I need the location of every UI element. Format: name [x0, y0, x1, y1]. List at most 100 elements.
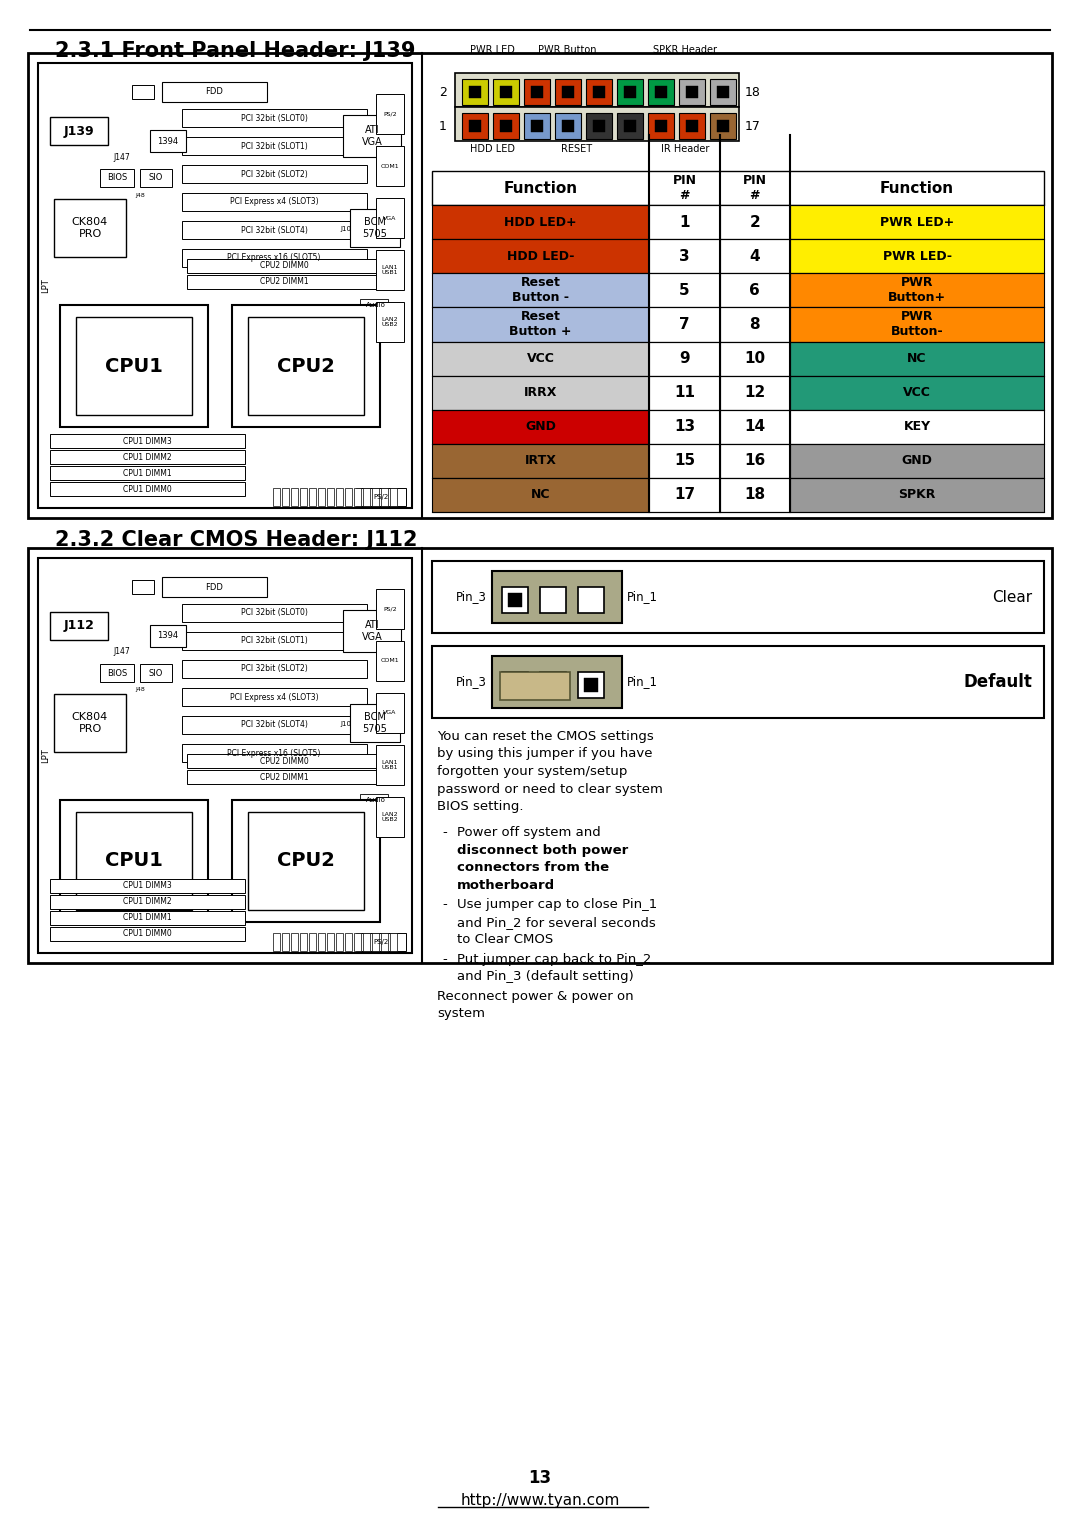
Bar	[350, 209, 400, 248]
Text: system: system	[437, 1007, 485, 1021]
Text: -: -	[442, 953, 447, 966]
Bar	[432, 171, 1044, 512]
Text: 12: 12	[744, 385, 766, 400]
Bar	[356, 934, 406, 950]
Bar	[432, 646, 1044, 718]
Text: IR Header: IR Header	[661, 144, 710, 154]
Bar	[60, 801, 208, 921]
Bar	[649, 341, 719, 376]
Text: J147: J147	[113, 648, 131, 657]
Text: Function: Function	[880, 180, 954, 196]
Bar	[500, 86, 512, 98]
Text: CPU2: CPU2	[278, 851, 335, 871]
Bar	[791, 478, 1044, 512]
Text: 3: 3	[679, 249, 690, 264]
Text: 2.3.1 Front Panel Header: J139: 2.3.1 Front Panel Header: J139	[55, 41, 416, 61]
Text: CPU1: CPU1	[105, 356, 163, 376]
Bar	[336, 487, 343, 506]
Bar	[791, 240, 1044, 274]
Bar	[381, 487, 388, 506]
Text: ATI
VGA: ATI VGA	[362, 620, 382, 642]
Bar	[372, 487, 379, 506]
Bar	[140, 170, 172, 186]
Text: ATI
VGA: ATI VGA	[362, 125, 382, 147]
Bar	[578, 587, 604, 613]
Text: PS/2: PS/2	[374, 940, 389, 944]
Bar	[710, 79, 735, 105]
Text: Clear: Clear	[991, 590, 1032, 605]
Bar	[50, 879, 245, 892]
Bar	[187, 260, 382, 274]
Bar	[717, 121, 729, 131]
Bar	[432, 376, 649, 410]
Bar	[524, 113, 550, 139]
Text: 13: 13	[674, 419, 696, 434]
Text: CPU2 DIMM0: CPU2 DIMM0	[259, 756, 309, 766]
Text: J112: J112	[64, 619, 94, 633]
Bar	[719, 307, 791, 341]
Text: 6: 6	[750, 283, 760, 298]
Text: HDD LED+: HDD LED+	[504, 215, 577, 229]
Text: PWR LED+: PWR LED+	[880, 215, 954, 229]
Text: Reset
Button -: Reset Button -	[512, 277, 569, 304]
Text: 18: 18	[744, 487, 766, 503]
Text: 14: 14	[744, 419, 766, 434]
Bar	[648, 113, 674, 139]
Circle shape	[387, 477, 405, 495]
Text: disconnect both power: disconnect both power	[457, 843, 629, 857]
Bar	[187, 753, 382, 769]
Bar	[183, 165, 367, 183]
Text: 2: 2	[750, 214, 760, 229]
Bar	[60, 306, 208, 426]
Bar	[350, 704, 400, 743]
Bar	[376, 642, 404, 681]
Bar	[132, 581, 154, 594]
Bar	[28, 549, 1052, 963]
Text: FDD: FDD	[205, 87, 222, 96]
Bar	[492, 571, 622, 623]
Bar	[390, 934, 397, 950]
Text: CPU1 DIMM2: CPU1 DIMM2	[123, 452, 172, 461]
Bar	[649, 240, 719, 274]
Bar	[76, 316, 192, 416]
Text: PCI Express x16 (SLOT5): PCI Express x16 (SLOT5)	[227, 749, 321, 758]
Text: PCI 32bit (SLOT1): PCI 32bit (SLOT1)	[241, 142, 308, 150]
Bar	[791, 307, 1044, 341]
Text: LAN2
USB2: LAN2 USB2	[381, 811, 399, 822]
Text: PCI Express x4 (SLOT3): PCI Express x4 (SLOT3)	[230, 692, 319, 701]
Bar	[624, 121, 636, 131]
Bar	[343, 115, 401, 157]
Text: PWR Button: PWR Button	[538, 44, 596, 55]
Bar	[719, 376, 791, 410]
Text: 5: 5	[679, 283, 690, 298]
Bar	[540, 587, 566, 613]
Bar	[354, 487, 361, 506]
Text: BCM
5705: BCM 5705	[363, 712, 388, 733]
Text: PCI 32bit (SLOT0): PCI 32bit (SLOT0)	[241, 113, 308, 122]
Bar	[432, 443, 649, 478]
Bar	[183, 688, 367, 706]
Bar	[432, 205, 649, 240]
Text: J139: J139	[64, 124, 94, 138]
Bar	[649, 478, 719, 512]
Bar	[50, 927, 245, 941]
Bar	[248, 316, 364, 416]
Text: 1: 1	[440, 119, 447, 133]
Text: 9: 9	[679, 351, 690, 367]
Bar	[318, 487, 325, 506]
Text: PCI 32bit (SLOT2): PCI 32bit (SLOT2)	[241, 170, 308, 179]
Text: HDD LED: HDD LED	[470, 144, 514, 154]
Bar	[360, 299, 388, 315]
Bar	[376, 798, 404, 837]
Text: 4: 4	[750, 249, 760, 264]
Bar	[654, 121, 667, 131]
Bar	[183, 108, 367, 127]
Text: CK804
PRO: CK804 PRO	[72, 217, 108, 238]
Text: PCI Express x16 (SLOT5): PCI Express x16 (SLOT5)	[227, 254, 321, 263]
Text: GND: GND	[902, 454, 932, 468]
Circle shape	[45, 571, 63, 588]
Bar	[183, 633, 367, 649]
Text: VGA: VGA	[383, 215, 396, 220]
Bar	[376, 746, 404, 785]
Text: J147: J147	[113, 153, 131, 162]
